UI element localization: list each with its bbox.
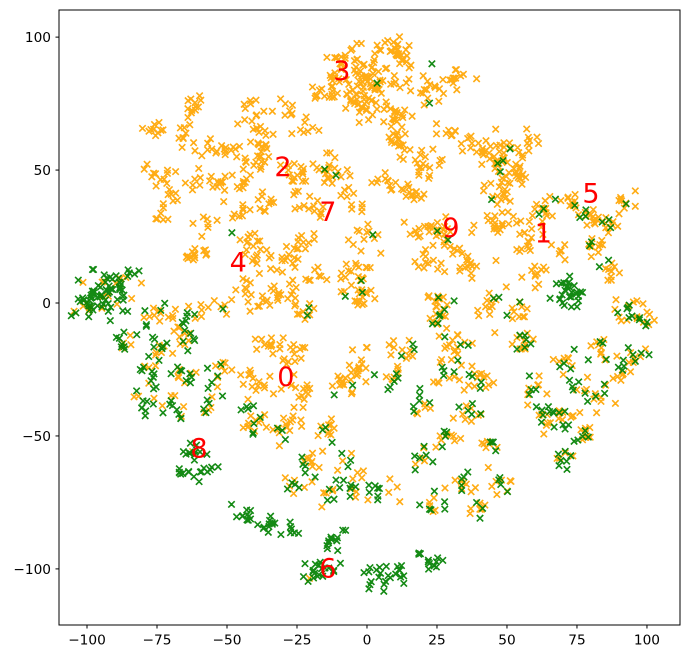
x-tick-label: 0 [363,633,372,649]
cluster-label-1: 1 [535,218,552,249]
y-tick-label: −50 [22,429,51,445]
y-tick-label: 100 [25,30,51,46]
cluster-label-0: 0 [277,362,294,393]
cluster-label-8: 8 [190,434,207,465]
y-tick-label: −100 [13,562,51,578]
x-tick-label: −75 [143,633,172,649]
y-tick-label: 0 [42,296,51,312]
cluster-label-2: 2 [274,152,291,183]
cluster-label-5: 5 [582,179,599,210]
x-tick-label: 100 [634,633,660,649]
x-tick-label: −25 [283,633,312,649]
series-green-points [67,60,653,596]
y-tick-label: 50 [34,163,51,179]
cluster-label-6: 6 [319,553,336,584]
x-tick-label: 75 [568,633,585,649]
cluster-label-4: 4 [230,248,247,279]
x-tick-label: 25 [428,633,445,649]
plot-border [58,9,681,626]
cluster-label-3: 3 [333,56,350,87]
x-tick-label: 50 [498,633,515,649]
x-tick-label: −50 [213,633,242,649]
x-tick-label: −100 [68,633,106,649]
cluster-label-7: 7 [319,197,336,228]
cluster-label-9: 9 [442,213,459,244]
